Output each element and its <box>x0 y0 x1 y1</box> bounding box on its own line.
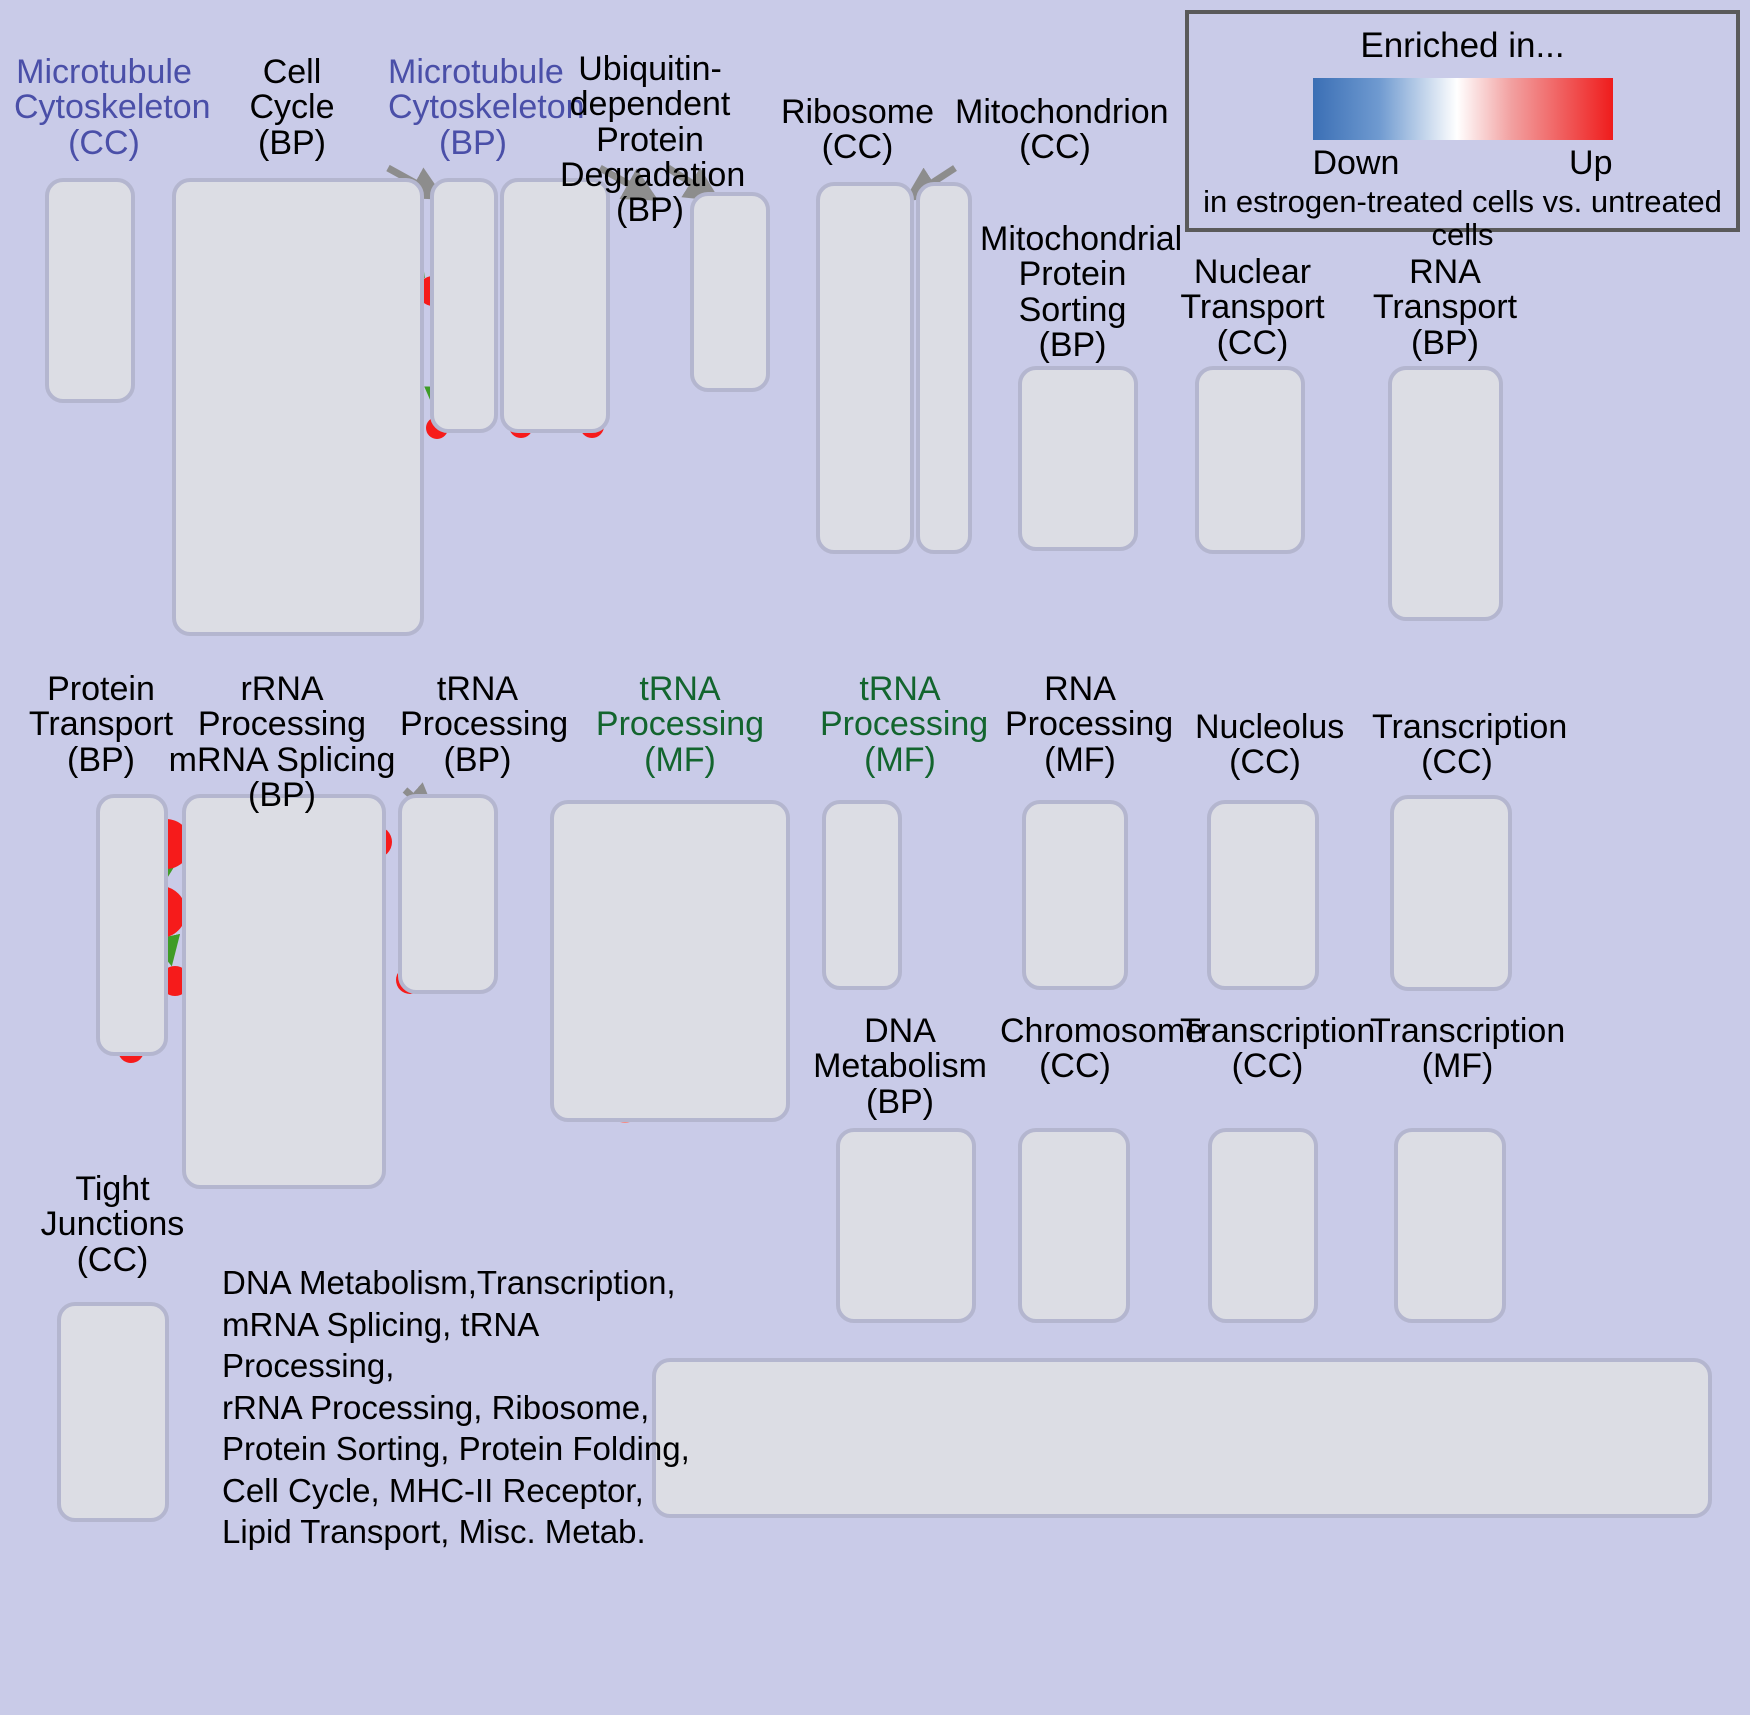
cluster-box-mitochondrion-cc <box>916 182 972 554</box>
cluster-box-rna-processing-mf <box>1022 800 1128 990</box>
color-legend: Enriched in... Down Up in estrogen-treat… <box>1185 10 1740 252</box>
cluster-box-rna-transport-bp <box>1388 366 1503 621</box>
cluster-label-dna-metabolism-bp: DNA Metabolism (BP) <box>813 1012 987 1121</box>
cluster-label-transcription-cc-2: Transcription (CC) <box>1180 1012 1376 1086</box>
cluster-box-microtubule-cytoskeleton-cc <box>45 178 135 403</box>
cluster-box-protein-transport-bp <box>96 794 168 1056</box>
legend-subtitle: in estrogen-treated cells vs. untreated … <box>1203 184 1722 253</box>
cluster-box-tight-junctions-cc <box>57 1302 169 1522</box>
cluster-box-rrna-processing-mrna-splicing-bp <box>182 794 386 1189</box>
cluster-box-dna-metabolism-bp <box>836 1128 976 1323</box>
cluster-label-protein-transport-bp: Protein Transport (BP) <box>28 670 174 779</box>
legend-down-label: Down <box>1312 144 1400 182</box>
cluster-label-microtubule-cytoskeleton-bp: Microtubule Cytoskeleton (BP) <box>388 53 585 162</box>
cluster-label-transcription-cc-1: Transcription (CC) <box>1372 708 1568 782</box>
cluster-box-nucleolus-cc <box>1207 800 1319 990</box>
cluster-box-transcription-cc-1 <box>1390 795 1512 991</box>
cluster-box-ribosome-cc <box>816 182 914 554</box>
cluster-box-ubiquitin-dependent-protein-degradation-bp <box>690 192 770 392</box>
cluster-label-trna-processing-mf-1: tRNA Processing (MF) <box>595 670 765 779</box>
cluster-label-mitochondrial-protein-sorting-bp: Mitochondrial Protein Sorting (BP) <box>980 220 1183 365</box>
cluster-label-nuclear-transport-cc: Nuclear Transport (CC) <box>1180 253 1325 362</box>
cluster-box-cell-cycle-bp <box>172 178 424 636</box>
cluster-label-cell-cycle-bp: Cell Cycle (BP) <box>249 53 335 162</box>
legend-title: Enriched in... <box>1360 26 1565 65</box>
cluster-box-trna-processing-mf-1 <box>550 800 790 1122</box>
cluster-label-ubiquitin-dependent-protein-degradation-bp: Ubiquitin- dependent Protein Degradation… <box>560 50 746 230</box>
legend-up-label: Up <box>1569 144 1613 182</box>
cluster-label-mitochondrion-cc: Mitochondrion (CC) <box>955 93 1169 167</box>
cluster-label-ribosome-cc: Ribosome (CC) <box>780 93 935 167</box>
cluster-box-trna-processing-mf-2 <box>822 800 902 990</box>
cluster-box-mitochondrial-protein-sorting-bp <box>1018 366 1138 551</box>
cluster-box-trna-processing-bp <box>398 794 498 994</box>
cluster-box-nuclear-transport-cc <box>1195 366 1305 554</box>
cluster-label-nucleolus-cc: Nucleolus (CC) <box>1195 708 1345 782</box>
cluster-box-unclustered-panel <box>652 1358 1712 1518</box>
cluster-label-rna-transport-bp: RNA Transport (BP) <box>1372 253 1518 362</box>
cluster-label-microtubule-cytoskeleton-cc: Microtubule Cytoskeleton (CC) <box>14 53 211 162</box>
cluster-box-ubiquitin-panel-left <box>500 178 610 433</box>
legend-colorbar <box>1312 78 1613 140</box>
cluster-box-microtubule-cytoskeleton-bp <box>430 178 498 433</box>
unclustered-categories-note: DNA Metabolism,Transcription, mRNA Splic… <box>222 1264 690 1551</box>
cluster-label-tight-junctions-cc: Tight Junctions (CC) <box>40 1170 185 1279</box>
cluster-label-trna-processing-bp: tRNA Processing (BP) <box>400 670 569 779</box>
cluster-label-chromosome-cc: Chromosome (CC) <box>1000 1012 1205 1086</box>
cluster-label-trna-processing-mf-2: tRNA Processing (MF) <box>820 670 989 779</box>
cluster-label-transcription-mf: Transcription (MF) <box>1370 1012 1566 1086</box>
cluster-box-transcription-mf <box>1394 1128 1506 1323</box>
cluster-label-rrna-processing-mrna-splicing-bp: rRNA Processing mRNA Splicing (BP) <box>168 670 396 815</box>
cluster-box-chromosome-cc <box>1018 1128 1130 1323</box>
cluster-label-rna-processing-mf: RNA Processing (MF) <box>1005 670 1174 779</box>
cluster-box-transcription-cc-2 <box>1208 1128 1318 1323</box>
